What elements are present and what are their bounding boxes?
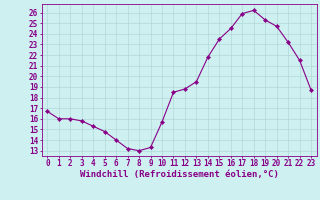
X-axis label: Windchill (Refroidissement éolien,°C): Windchill (Refroidissement éolien,°C) xyxy=(80,170,279,179)
